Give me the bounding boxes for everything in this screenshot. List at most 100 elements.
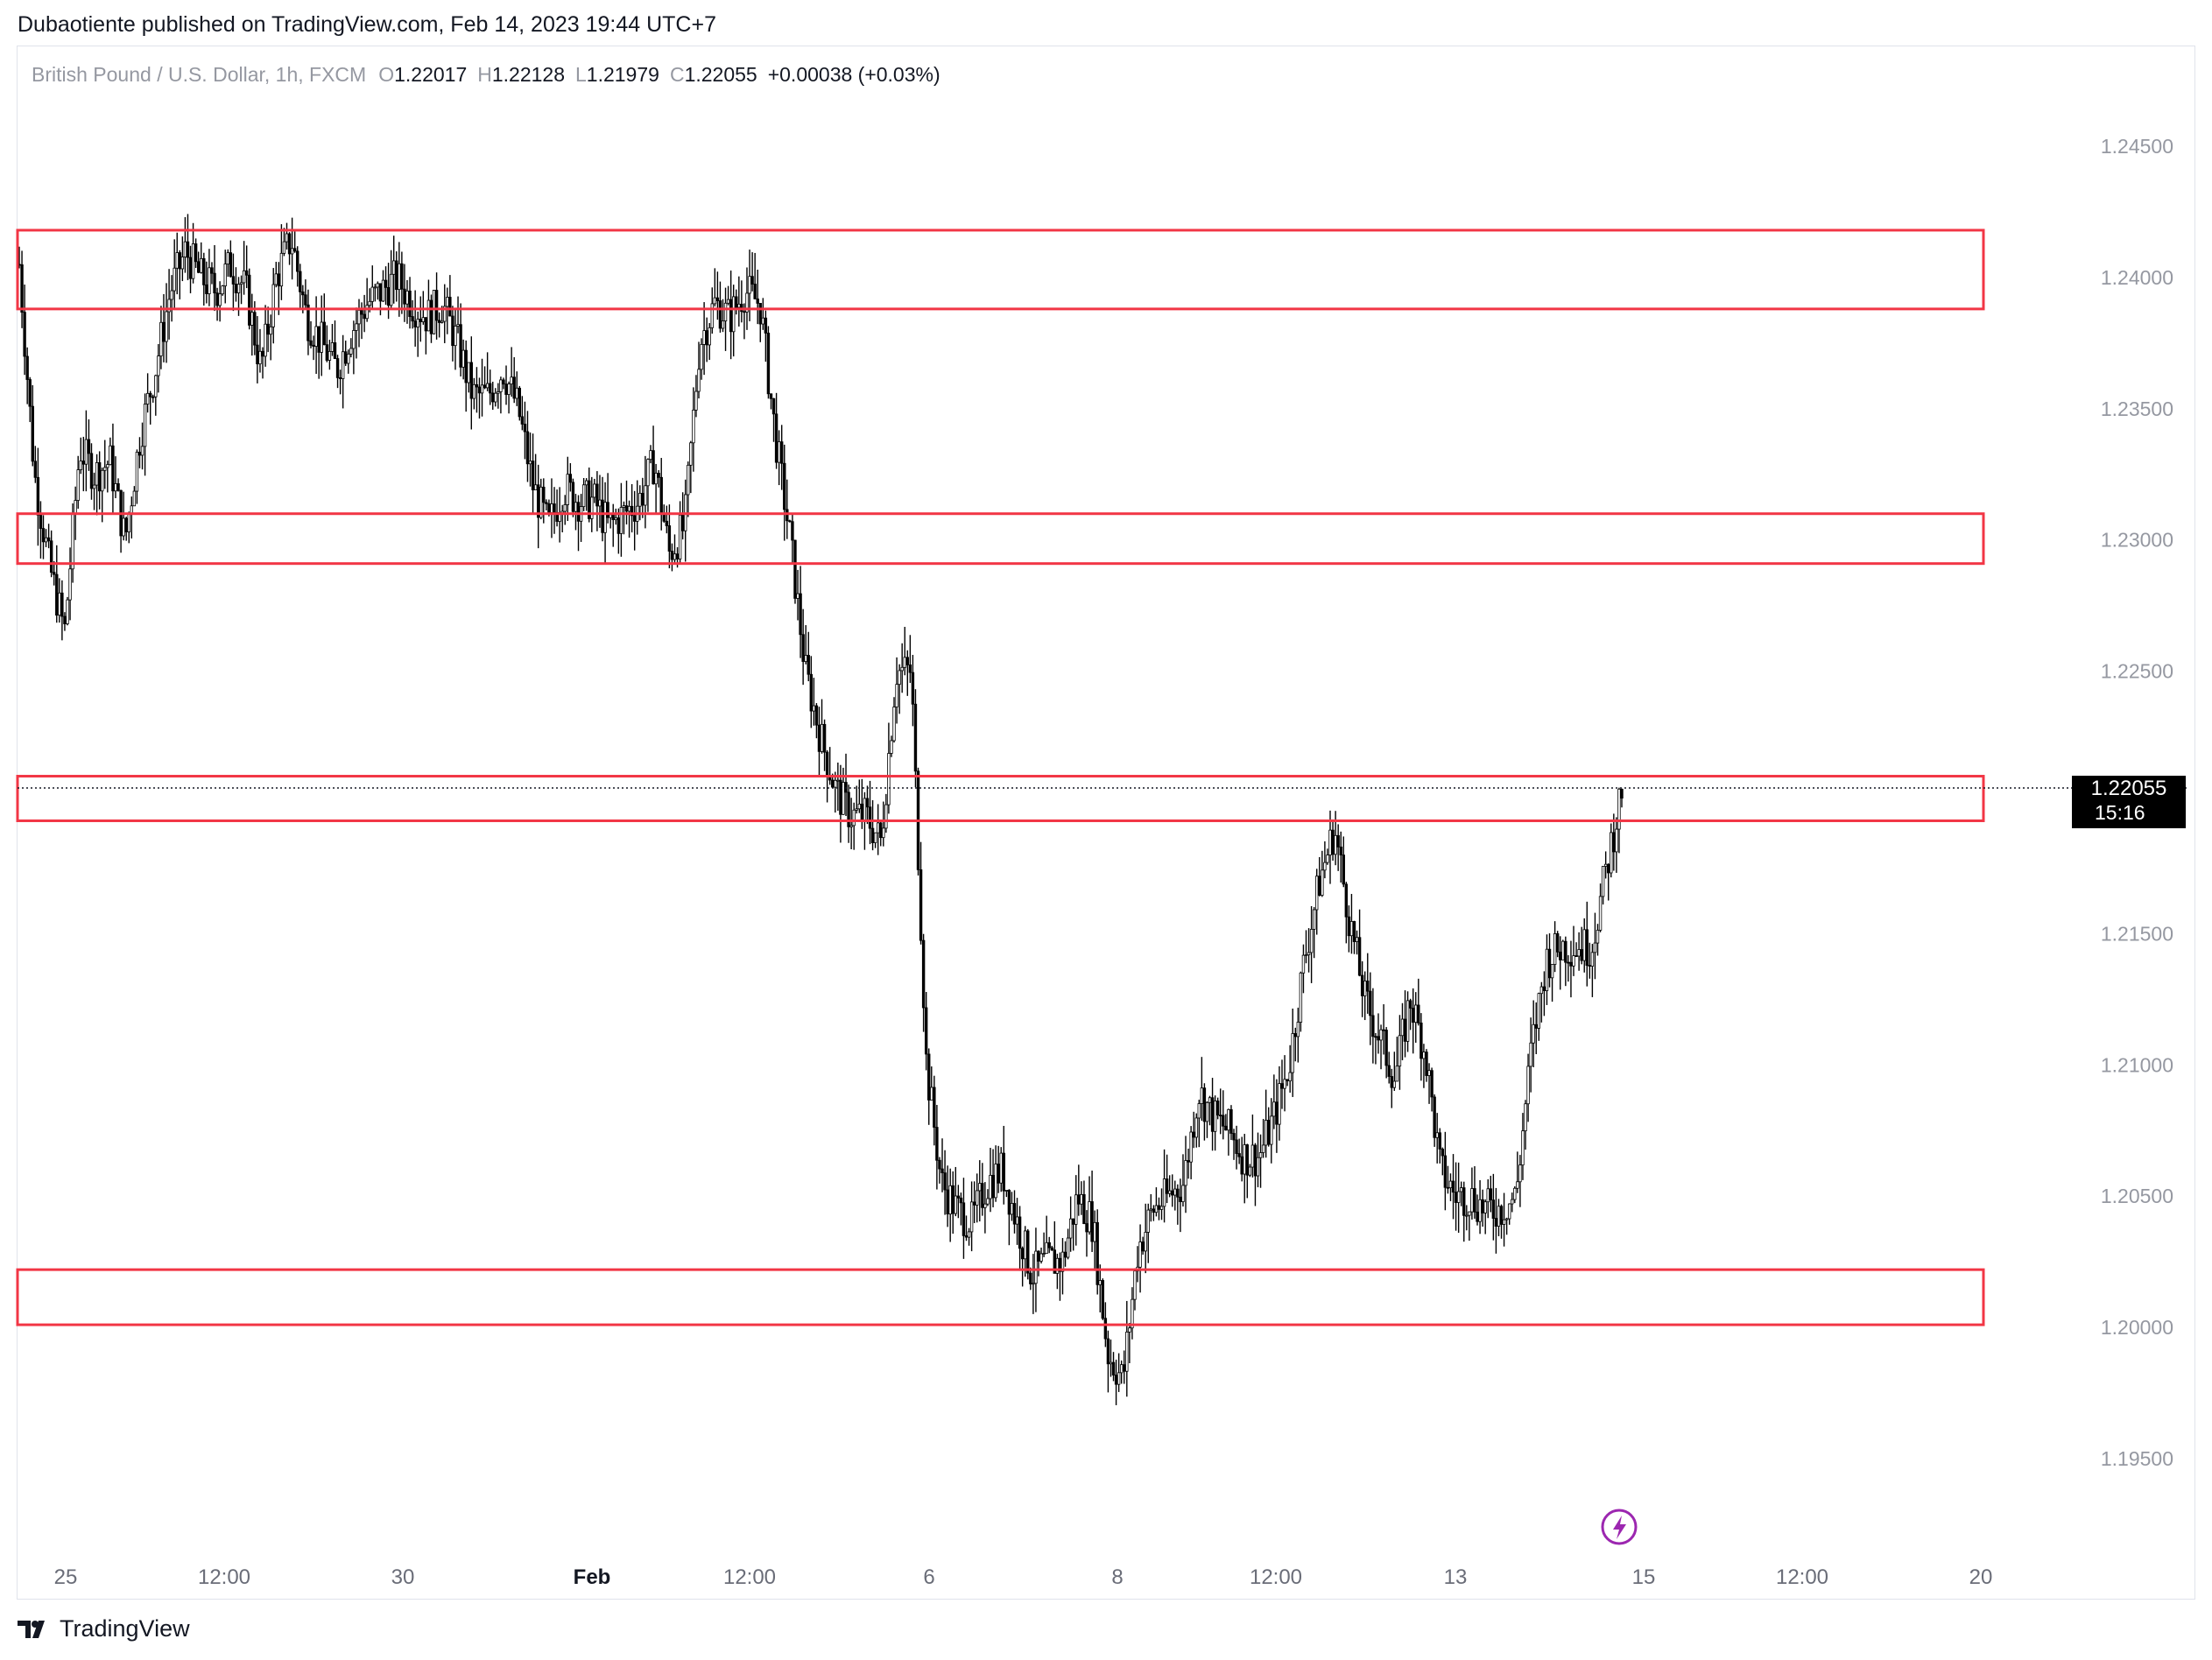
- candle-body: [1283, 1079, 1286, 1089]
- zone-box[interactable]: [16, 512, 1985, 566]
- candle-body: [553, 503, 556, 513]
- candle-body: [421, 317, 426, 322]
- candle-body: [614, 517, 617, 521]
- candle-body: [1603, 863, 1608, 867]
- candle-body: [969, 1201, 974, 1233]
- tradingview-footer[interactable]: TradingView: [18, 1615, 190, 1642]
- candle-body: [454, 326, 457, 347]
- candle-body: [1181, 1185, 1185, 1202]
- candle-body: [443, 306, 447, 322]
- candle-body: [1162, 1178, 1166, 1207]
- time-tick: 12:00: [723, 1565, 776, 1589]
- candle-body: [619, 507, 623, 534]
- candle-body: [913, 703, 918, 772]
- candle-body: [1617, 788, 1621, 830]
- candle-body: [124, 517, 128, 532]
- candle-body: [766, 333, 771, 395]
- candle-body: [53, 572, 56, 575]
- candle-body: [178, 252, 182, 270]
- candle-body: [36, 476, 40, 516]
- candle-body: [1171, 1190, 1174, 1196]
- candle-body: [657, 473, 660, 478]
- candle-body: [1550, 964, 1554, 979]
- candle-body: [109, 445, 112, 466]
- candle-body: [1114, 1375, 1118, 1385]
- candle-body: [919, 869, 923, 941]
- candle-body: [593, 483, 596, 498]
- chart-frame[interactable]: [17, 46, 2195, 1600]
- candle-body: [515, 387, 518, 399]
- candle-body: [710, 303, 714, 328]
- candle-body: [23, 312, 26, 357]
- candle-body: [386, 286, 391, 306]
- candle-body: [95, 461, 99, 486]
- candle-body: [1456, 1191, 1461, 1203]
- candle-body: [41, 528, 46, 543]
- candle-body: [550, 503, 553, 513]
- candle-body: [1098, 1280, 1102, 1285]
- candle-body: [836, 779, 840, 782]
- candle-body: [1293, 1033, 1297, 1038]
- candle-body: [1296, 1022, 1300, 1038]
- candle-body: [1443, 1155, 1448, 1188]
- candle-body: [825, 751, 829, 777]
- candle-body: [248, 274, 251, 326]
- candle-body: [844, 782, 848, 793]
- publish-info: Dubaotiente published on TradingView.com…: [18, 12, 716, 37]
- candle-body: [338, 377, 342, 379]
- candle-body: [1392, 1080, 1397, 1088]
- zone-box[interactable]: [16, 1268, 1985, 1326]
- price-tick: 1.21000: [2101, 1053, 2173, 1076]
- candle-body: [1473, 1188, 1476, 1213]
- candle-body: [236, 284, 241, 293]
- candle-body: [60, 592, 64, 617]
- zone-box[interactable]: [16, 775, 1985, 822]
- candle-body: [807, 655, 810, 675]
- candle-body: [895, 684, 898, 707]
- candle-body: [1264, 1120, 1268, 1146]
- candle-body: [1050, 1247, 1053, 1251]
- zone-box[interactable]: [16, 229, 1985, 311]
- time-tick: Feb: [574, 1565, 611, 1589]
- candle-body: [333, 342, 337, 359]
- candle-body: [250, 312, 254, 326]
- candle-body: [723, 302, 728, 321]
- candle-body: [191, 243, 195, 279]
- candle-body: [718, 300, 722, 329]
- candle-body: [1080, 1193, 1083, 1205]
- candle-body: [1149, 1208, 1153, 1211]
- candle-body: [1215, 1101, 1220, 1116]
- candle-body: [408, 290, 412, 317]
- candle-body: [1476, 1211, 1479, 1222]
- candle-body: [304, 294, 307, 306]
- candle-body: [1357, 937, 1362, 976]
- lightning-icon[interactable]: [1601, 1509, 1638, 1545]
- candle-body: [946, 1189, 949, 1214]
- candle-body: [865, 798, 870, 808]
- candle-body: [1468, 1211, 1471, 1216]
- candle-body: [785, 509, 789, 522]
- candle-body: [999, 1152, 1003, 1184]
- candle-body: [1072, 1218, 1075, 1225]
- candle-body: [520, 416, 525, 425]
- candle-body: [403, 288, 406, 305]
- candle-body: [622, 505, 626, 508]
- candle-body: [1497, 1206, 1501, 1227]
- candle-body: [1567, 961, 1570, 964]
- candle-body: [347, 354, 350, 364]
- candle-body: [221, 285, 224, 295]
- candle-body: [1232, 1133, 1236, 1141]
- candle-body: [328, 351, 332, 361]
- candle-body: [1491, 1199, 1496, 1219]
- candle-body: [938, 1159, 941, 1170]
- symbol-label[interactable]: British Pound / U.S. Dollar, 1h, FXCM: [32, 63, 367, 86]
- candle-body: [1253, 1144, 1257, 1177]
- candle-body: [266, 323, 270, 335]
- candle-body: [627, 505, 631, 512]
- candle-body: [750, 276, 754, 285]
- candle-body: [483, 384, 487, 389]
- candle-body: [1179, 1196, 1182, 1202]
- candle-body: [1577, 949, 1581, 957]
- candle-body: [456, 324, 460, 327]
